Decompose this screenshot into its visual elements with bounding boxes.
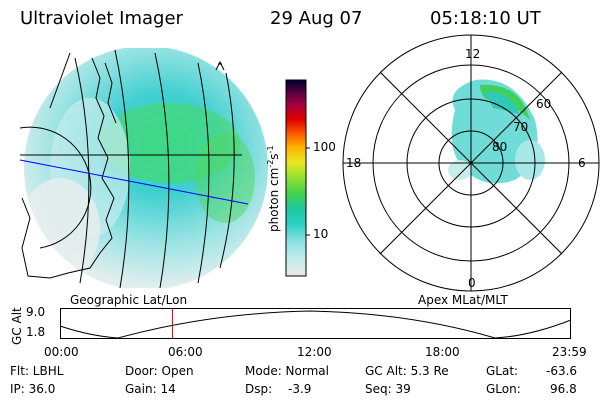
xtick-1800: 18:00 [425,345,460,359]
coastline [21,57,115,279]
glat-label: GLat: [486,364,519,378]
glon-label: GLon: [486,382,521,396]
apex-panel-label: Apex MLat/MLT [418,293,508,307]
altitude-axis-label: GC Alt [10,307,24,345]
flt-info: Flt: LBHL [10,364,64,378]
date-label: 29 Aug 07 [270,8,363,29]
color-bar [285,79,310,277]
glon-value: 96.8 [550,382,577,396]
seq-info: Seq: 39 [365,382,411,396]
instrument-title: Ultraviolet Imager [20,8,183,29]
colorbar-tick-100: 100 [313,140,336,154]
glat-value: -63.6 [546,364,578,378]
dsp-label: Dsp: [245,382,273,396]
mlt-12-label: 12 [465,47,481,61]
mode-info: Mode: Normal [245,364,329,378]
xtick-0000: 00:00 [44,345,79,359]
xtick-0600: 06:00 [168,345,203,359]
xtick-1200: 12:00 [297,345,332,359]
gain-info: Gain: 14 [125,382,176,396]
mlt-0-label: 0 [468,276,476,290]
lat-70-label: 70 [513,120,529,134]
colorbar-unit-label: photon cm-2s-1 [266,145,281,232]
mlt-6-label: 6 [578,156,586,170]
colorbar-tick-10: 10 [313,227,329,241]
ip-info: IP: 36.0 [10,382,56,396]
lat-80-label: 80 [492,140,508,154]
polar-plot [342,34,600,292]
xtick-2359: 23:59 [552,345,587,359]
gcalt-info: GC Alt: 5.3 Re [365,364,449,378]
lat-60-label: 60 [536,97,552,111]
geographic-panel-label: Geographic Lat/Lon [70,293,188,307]
door-info: Door: Open [125,364,194,378]
mlt-18-label: 18 [346,156,362,170]
altitude-plot [59,308,572,339]
terminator-line [19,159,249,205]
altitude-tick-low: 1.8 [26,325,46,339]
dsp-value: -3.9 [288,382,312,396]
geographic-image [19,48,268,289]
time-label: 05:18:10 UT [430,8,541,29]
altitude-tick-high: 9.0 [26,305,46,319]
